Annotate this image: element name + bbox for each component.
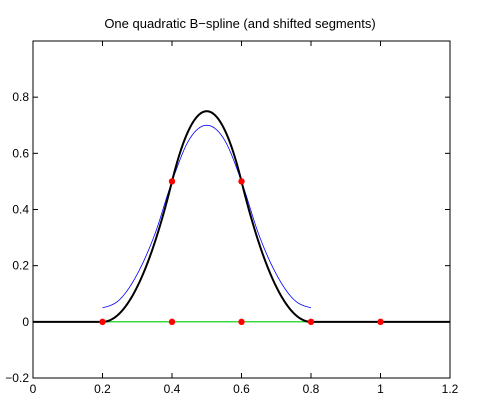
- x-tick-label: 0: [30, 382, 37, 396]
- x-tick-label: 1.2: [442, 382, 459, 396]
- y-tick-label: 0.8: [12, 90, 29, 104]
- y-tick-label: 0.6: [12, 146, 29, 160]
- data-point: [238, 318, 245, 326]
- data-point: [377, 318, 384, 326]
- y-tick-label: 0.2: [12, 259, 29, 273]
- shifted-segments-series: [102, 124, 312, 309]
- chart-title: One quadratic B−spline (and shifted segm…: [104, 16, 375, 31]
- x-tick-label: 0.2: [94, 382, 111, 396]
- x-tick-label: 0.6: [233, 382, 250, 396]
- x-tick-label: 0.8: [303, 382, 320, 396]
- data-point: [238, 178, 245, 185]
- plot-area: 0 0.2 0.4 0.6 0.8 1 1.2−0.200.20.40.60.8: [5, 40, 459, 396]
- data-point: [307, 318, 315, 326]
- y-tick-label: 0.4: [12, 203, 29, 217]
- data-point: [99, 318, 106, 326]
- data-point: [168, 178, 176, 185]
- y-tick-label: 0: [22, 315, 29, 329]
- x-tick-label: 0.4: [164, 382, 181, 396]
- x-tick-label: 1: [377, 382, 384, 396]
- data-point: [168, 318, 176, 326]
- y-tick-label: −0.2: [5, 371, 29, 385]
